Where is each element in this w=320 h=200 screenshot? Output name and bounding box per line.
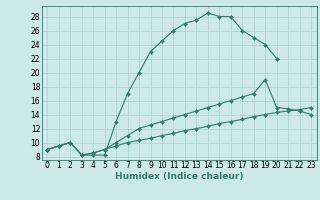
X-axis label: Humidex (Indice chaleur): Humidex (Indice chaleur): [115, 172, 244, 181]
